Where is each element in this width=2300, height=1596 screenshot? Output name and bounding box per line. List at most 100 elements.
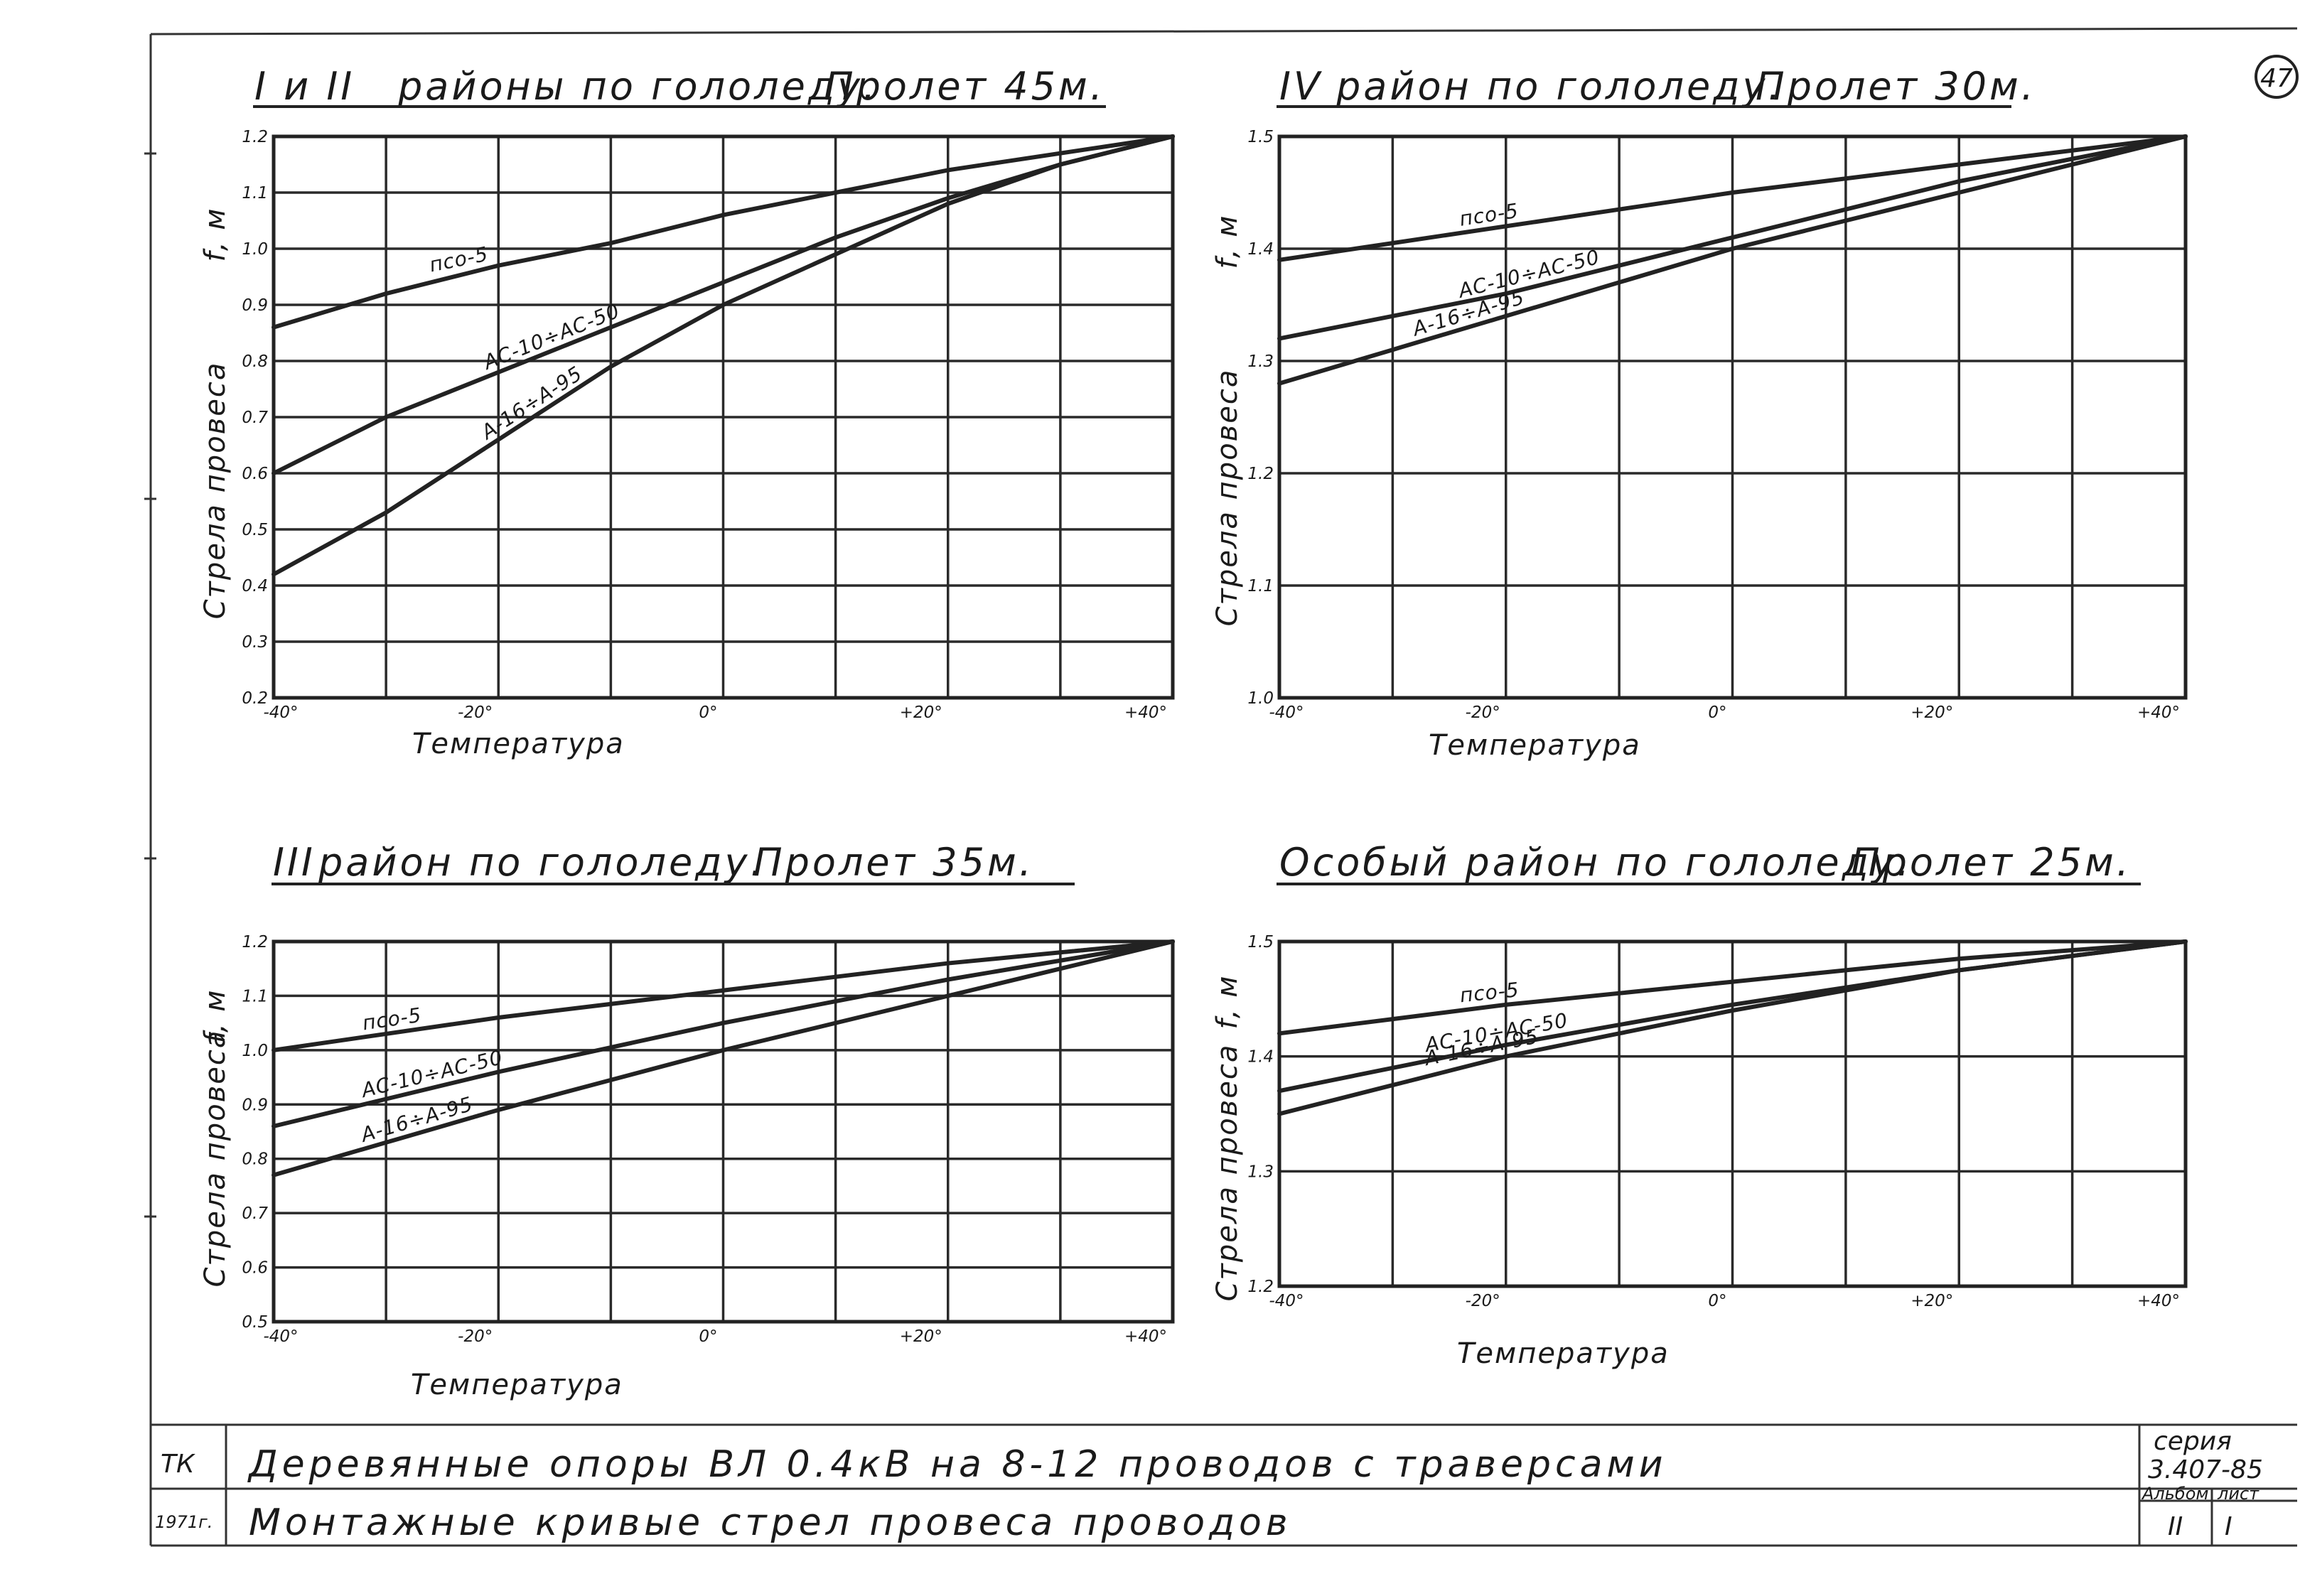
- y-tick-label: 1.3: [1247, 352, 1274, 371]
- page-number-circle: [2255, 55, 2299, 99]
- y-axis-unit: f, м: [1211, 215, 1244, 269]
- y-tick-label: 0.5: [242, 521, 268, 539]
- x-tick-label: 0°: [699, 703, 717, 722]
- x-axis-label: Температура: [411, 1369, 623, 1401]
- year: 1971г.: [155, 1512, 213, 1532]
- chart-title: IV район по гололеду. Пролет 30м.: [1277, 64, 2036, 109]
- chart-title-span: Пролет 30м.: [1756, 64, 2036, 109]
- x-tick-label: 0°: [1708, 1292, 1726, 1310]
- series-value: 3.407-85: [2148, 1455, 2263, 1484]
- series-line-3: [1277, 134, 2188, 386]
- x-axis-label: Температура: [1457, 1337, 1670, 1370]
- chart-panel-2: IV район по гололеду. Пролет 30м. 1.0 1.1…: [1211, 64, 2188, 762]
- series-line-1: [1277, 134, 2188, 262]
- y-tick-label: 0.5: [242, 1313, 268, 1332]
- y-tick-label: 0.4: [242, 577, 268, 595]
- y-tick-label: 1.4: [1247, 1048, 1274, 1067]
- chart-panel-1: I и II районы по гололеду. Пролет 45м. 0…: [199, 64, 1175, 760]
- title-block: ТК 1971г. Деревянные опоры ВЛ 0.4кВ на 8…: [151, 1423, 2297, 1547]
- series-line-2: [1277, 134, 2188, 341]
- plot-frame: [1277, 134, 2188, 700]
- y-tick-label: 0.7: [242, 409, 268, 427]
- x-tick-label: +40°: [1124, 703, 1167, 722]
- y-tick-label: 1.5: [1247, 128, 1274, 146]
- sheet-top-border: [150, 27, 2298, 36]
- y-tick-label: 1.2: [242, 933, 268, 951]
- x-tick-label: 0°: [699, 1327, 717, 1346]
- title-line-2: Монтажные кривые стрел провеса проводов: [249, 1501, 1291, 1544]
- y-axis-label: Стрела провеса: [1211, 369, 1244, 627]
- y-tick-label: 1.0: [242, 1042, 268, 1060]
- chart-plot: 0.5 0.6 0.7 0.8 0.9 1.0 1.1 1.2 -40° -20° 0° +20° +4…: [242, 933, 1175, 1346]
- chart-title-roman: I и II: [254, 64, 355, 109]
- x-tick-label: -40°: [1269, 703, 1304, 722]
- y-axis-unit: f, м: [199, 989, 232, 1044]
- y-tick-label: 0.8: [242, 352, 268, 371]
- x-tick-label: +40°: [2137, 1292, 2180, 1310]
- x-tick-label: -40°: [263, 703, 298, 722]
- y-axis-label: Стрела провеса: [199, 1030, 232, 1288]
- y-tick-label: 0.9: [242, 296, 268, 315]
- series-line-3: [272, 134, 1175, 577]
- chart-title-roman: IV: [1279, 64, 1323, 109]
- x-tick-label: -40°: [263, 1327, 298, 1346]
- y-axis-unit: f, м: [1211, 975, 1244, 1030]
- y-tick-label: 1.0: [242, 240, 268, 259]
- y-tick-label: 1.0: [1247, 689, 1274, 708]
- y-tick-label: 0.7: [242, 1204, 268, 1223]
- y-tick-label: 0.9: [242, 1096, 268, 1114]
- org-code: ТК: [161, 1450, 195, 1479]
- series-line-3: [1277, 939, 2188, 1116]
- y-tick-label: 0.8: [242, 1150, 268, 1169]
- y-tick-label: 1.1: [1247, 577, 1274, 595]
- x-tick-label: +20°: [900, 703, 942, 722]
- x-tick-label: +20°: [1911, 1292, 1953, 1310]
- y-tick-label: 1.1: [242, 987, 268, 1005]
- x-axis-label: Температура: [1429, 729, 1641, 762]
- series-line-3: [272, 939, 1175, 1177]
- x-tick-label: +20°: [1911, 703, 1953, 722]
- chart-title: III район по гололеду. Пролет 35м.: [272, 840, 1075, 885]
- chart-panel-3: III район по гололеду. Пролет 35м. 0.5 0.…: [199, 840, 1175, 1401]
- y-axis-label: Стрела провеса: [199, 362, 232, 620]
- plot-frame: [272, 134, 1175, 700]
- chart-title: Особый район по гололеду. Пролет 25м.: [1277, 840, 2141, 885]
- chart-title-span: Пролет 35м.: [753, 840, 1034, 885]
- chart-title-span: Пролет 25м.: [1851, 840, 2132, 885]
- title-line-1: Деревянные опоры ВЛ 0.4кВ на 8-12 провод…: [247, 1443, 1667, 1486]
- x-tick-label: -20°: [458, 703, 493, 722]
- chart-plot: 1.21.31.41.5-40° -20° 0° +20° +40°псо-5АС-10…: [1247, 933, 2188, 1310]
- page-number: 47: [2260, 64, 2293, 93]
- x-tick-label: -20°: [1466, 1292, 1500, 1310]
- y-tick-label: 0.6: [242, 1259, 268, 1278]
- chart-title-span: Пролет 45м.: [824, 64, 1105, 109]
- y-tick-label: 1.2: [242, 128, 268, 146]
- plot-frame: [272, 939, 1175, 1324]
- sheet-label: лист: [2217, 1484, 2259, 1504]
- x-tick-label: -20°: [1466, 703, 1500, 722]
- chart-title-region: районы по гололеду.: [397, 64, 878, 109]
- sheet-value: I: [2225, 1512, 2232, 1541]
- chart-panel-4: Особый район по гололеду. Пролет 25м. 1.…: [1211, 840, 2188, 1370]
- chart-title-region: Особый район по гололеду.: [1279, 840, 1912, 885]
- series-label: серия: [2154, 1427, 2232, 1456]
- series-line-1: [272, 939, 1175, 1052]
- x-axis-label: Температура: [412, 728, 625, 760]
- y-tick-label: 0.2: [242, 689, 268, 708]
- x-tick-label: -20°: [458, 1327, 493, 1346]
- y-tick-label: 1.4: [1247, 240, 1274, 259]
- y-axis-label: Стрела провеса: [1211, 1044, 1244, 1302]
- series-line-2: [272, 939, 1175, 1128]
- chart-title-roman: III: [273, 840, 316, 885]
- x-tick-label: +20°: [900, 1327, 942, 1346]
- y-tick-label: 1.2: [1247, 465, 1274, 483]
- chart-plot: 1.01.11.21.31.41.5-40° -20° 0° +20° +40°псо-…: [1247, 128, 2188, 722]
- y-tick-label: 0.6: [242, 465, 268, 483]
- chart-plot: 0.2 0.3 0.4 0.5 0.6 0.7 0.8 0.9 1.0 1.1 1.2 -40° -20…: [242, 128, 1175, 722]
- x-tick-label: 0°: [1708, 703, 1726, 722]
- y-tick-label: 1.1: [242, 184, 268, 203]
- chart-title-region: район по гололеду.: [1336, 64, 1783, 109]
- y-axis-unit: f, м: [199, 207, 232, 262]
- y-tick-label: 1.3: [1247, 1163, 1274, 1181]
